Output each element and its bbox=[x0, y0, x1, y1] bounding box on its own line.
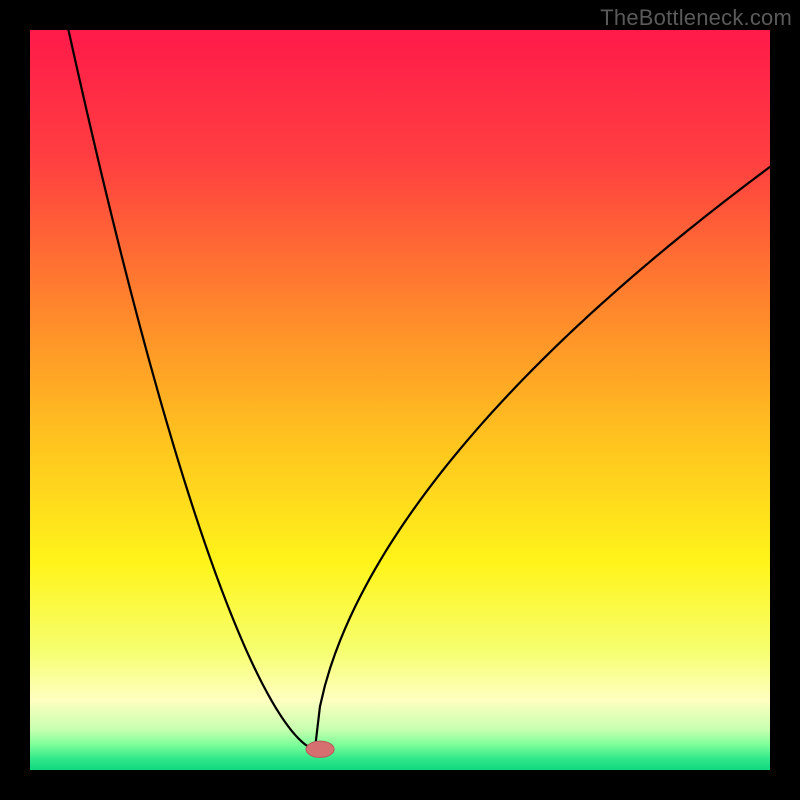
plot-area bbox=[30, 30, 770, 770]
chart-frame: TheBottleneck.com bbox=[0, 0, 800, 800]
watermark-text: TheBottleneck.com bbox=[600, 5, 792, 31]
gradient-background bbox=[30, 30, 770, 770]
